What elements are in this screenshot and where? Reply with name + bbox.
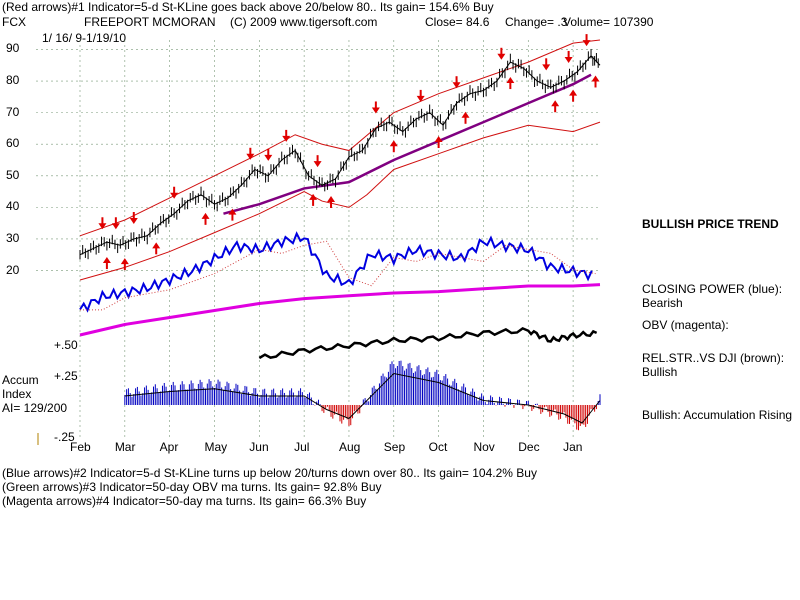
closing-power-line [79, 231, 593, 313]
red-arrow-down-head [246, 153, 255, 160]
red-arrow-up-head [152, 242, 161, 249]
accum-title-1: Accum [2, 373, 39, 387]
indicator-lines [79, 231, 601, 360]
red-arrow-up-head [461, 111, 470, 118]
red-arrow-up-head [389, 140, 398, 147]
red-arrow-up-head [201, 212, 210, 219]
red-arrow-up-head [327, 196, 336, 202]
obv-title: OBV (magenta): [642, 318, 729, 332]
footer-indicator-4: (Magenta arrows)#4 Indicator=50-day ma t… [2, 494, 367, 508]
x-tick-label: Mar [114, 440, 136, 454]
x-tick-label: Oct [428, 440, 448, 454]
red-arrow-down-head [371, 107, 380, 114]
price-series [79, 48, 601, 260]
closing-power-ma [80, 240, 596, 311]
accum-plus50: +.50 [54, 338, 78, 352]
header-indicator-1: (Red arrows)#1 Indicator=5-d St-KLine go… [2, 0, 494, 14]
rel-strength-line [258, 326, 598, 360]
x-tick-label: Feb [70, 440, 91, 454]
price-grid [36, 40, 600, 438]
red-arrow-down-head [129, 218, 138, 224]
lower-band [79, 121, 601, 281]
accum-minus25: -.25 [54, 430, 75, 444]
accum-text: Bullish: Accumulation Rising [642, 408, 793, 422]
red-arrow-up-head [120, 258, 129, 265]
closing-power-value: Bearish [642, 296, 683, 310]
moving-average [223, 73, 592, 215]
change-value: Change= .3 [505, 15, 568, 29]
red-arrow-down-head [264, 154, 273, 161]
y-tick-label: 50 [6, 167, 20, 182]
relstr-value: Bullish [642, 365, 678, 379]
accum-ai: AI= 129/200 [2, 401, 68, 415]
y-tick-label: 30 [6, 230, 20, 245]
signal-arrows [98, 34, 600, 271]
red-arrow-down-head [452, 82, 461, 89]
y-tick-label: 80 [6, 73, 20, 88]
relstr-title: REL.STR..VS DJI (brown): [642, 351, 785, 365]
y-tick-label: 20 [6, 262, 20, 277]
red-arrow-down-head [564, 56, 573, 63]
x-tick-label: Jul [294, 440, 310, 454]
red-arrow-down-head [170, 192, 179, 199]
copyright: (C) 2009 www.tigersoft.com [230, 15, 378, 29]
x-tick-label: Nov [473, 440, 495, 454]
x-tick-label: Jun [249, 440, 269, 454]
red-arrow-down-head [582, 40, 591, 47]
y-tick-label: 90 [6, 41, 20, 56]
x-tick-label: Jan [563, 440, 583, 454]
footer-indicator-2: (Blue arrows)#2 Indicator=5-d St-KLine t… [2, 466, 537, 480]
red-arrow-down-head [111, 223, 120, 230]
red-arrow-down-head [98, 223, 107, 230]
red-arrow-up-head [434, 136, 443, 142]
x-tick-label: Aug [338, 440, 361, 454]
red-arrow-up-head [506, 77, 515, 84]
y-tick-label: 40 [6, 199, 20, 214]
red-arrow-down-head [416, 95, 425, 102]
closing-power-title: CLOSING POWER (blue): [642, 282, 783, 296]
red-arrow-down-head [497, 53, 506, 60]
close-value: Close= 84.6 [425, 15, 490, 29]
x-tick-label: Sep [383, 440, 406, 454]
red-arrow-up-head [569, 89, 578, 96]
x-tick-label: Apr [159, 440, 179, 454]
red-arrow-down-head [313, 161, 322, 168]
symbol: FCX [2, 15, 26, 29]
red-arrow-up-head [102, 257, 111, 264]
volume-value: Volume= 107390 [563, 15, 654, 29]
obv-line [79, 283, 601, 337]
accum-plus25: +.25 [54, 369, 78, 383]
red-arrow-down-head [542, 64, 551, 71]
red-arrow-up-head [551, 100, 560, 107]
footer-indicator-3: (Green arrows)#3 Indicator=50-day OBV ma… [2, 480, 382, 494]
upper-band [79, 39, 601, 237]
accum-ma [124, 372, 601, 424]
price-line [79, 55, 601, 256]
red-arrow-down-head [282, 135, 291, 142]
x-tick-label: May [204, 440, 228, 454]
accum-title-2: Index [2, 387, 32, 401]
y-tick-label: 70 [6, 104, 20, 119]
trend-label: BULLISH PRICE TREND [642, 217, 779, 231]
red-arrow-up-head [591, 75, 600, 82]
y-tick-label: 60 [6, 136, 20, 151]
x-tick-label: Dec [518, 440, 540, 454]
red-arrow-up-head [309, 193, 318, 200]
red-arrow-up-head [228, 208, 237, 215]
date-range: 1/ 16/ 9-1/19/10 [42, 31, 127, 45]
company-name: FREEPORT MCMORAN [84, 15, 216, 29]
accumulation-bars [37, 360, 601, 445]
